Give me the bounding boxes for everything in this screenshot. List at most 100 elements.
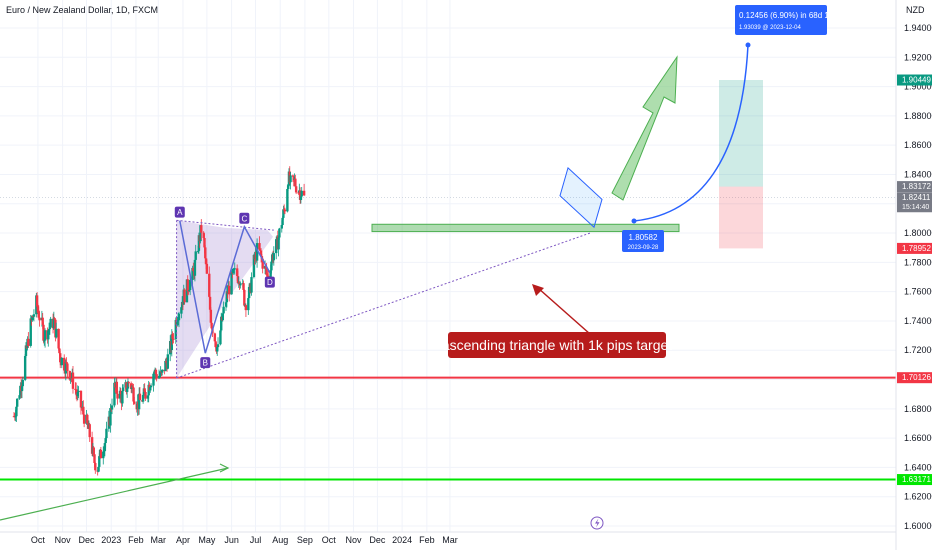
candle-body — [57, 328, 60, 349]
candle-body — [275, 239, 278, 254]
candle-body — [187, 291, 190, 293]
candle-body — [42, 324, 45, 341]
candle-body — [97, 466, 100, 472]
candle-body — [286, 188, 289, 212]
candle-body — [153, 373, 156, 375]
candle-body — [155, 374, 158, 379]
candle-body — [199, 225, 202, 242]
candle-body — [289, 175, 292, 183]
pattern-point-label: B — [203, 359, 208, 368]
candle-body — [90, 437, 94, 454]
candle-body — [219, 330, 222, 345]
candle-body — [205, 263, 209, 274]
candle-body — [210, 322, 213, 329]
candle-body — [188, 279, 192, 291]
candle-body — [208, 296, 212, 310]
candle-body — [138, 393, 142, 401]
candle-body — [259, 249, 262, 251]
time-axis[interactable]: Oct Nov Dec 2023 Feb Mar Apr May Jun Jul Aug Sep Oct… — [31, 535, 458, 545]
candle-body — [15, 406, 18, 417]
candle-body — [88, 424, 91, 438]
candle-body — [278, 228, 281, 238]
candle-body — [27, 338, 30, 346]
candle-body — [64, 361, 68, 374]
stop-zone — [719, 186, 763, 249]
candle-body — [98, 456, 101, 467]
candle-body — [58, 348, 61, 354]
price-tag-label: 1.90449 — [902, 76, 931, 85]
y-tick-label: 1.88000 — [904, 111, 932, 121]
x-tick-label: May — [198, 535, 216, 545]
candle-body — [180, 302, 184, 308]
candle-body — [74, 389, 78, 393]
candle-body — [103, 443, 107, 451]
candle-body — [141, 394, 145, 402]
candle-body — [269, 270, 272, 278]
candle-body — [172, 338, 175, 340]
candle-body — [174, 319, 177, 340]
candle-body — [125, 388, 129, 392]
candle-body — [118, 390, 122, 399]
x-tick-label: Jul — [250, 535, 262, 545]
candle-body — [194, 251, 197, 260]
candle-body — [261, 258, 264, 269]
y-tick-label: 1.72000 — [904, 345, 932, 355]
x-tick-label: Mar — [151, 535, 167, 545]
price-tag — [897, 474, 932, 486]
lightning-icon[interactable] — [590, 516, 604, 530]
price-tag — [897, 181, 932, 193]
profit-zone — [719, 80, 763, 187]
grid-lines — [0, 0, 896, 532]
x-tick-label: Oct — [31, 535, 46, 545]
candle-body — [208, 273, 211, 297]
candle-body — [109, 408, 112, 426]
x-tick-label: Apr — [176, 535, 190, 545]
projection-box-price: 1.80582 — [629, 233, 658, 242]
candle-body — [227, 285, 231, 295]
candle-body — [82, 406, 85, 415]
candle-body — [264, 266, 268, 269]
horizontal-levels — [0, 197, 896, 481]
x-tick-label: Oct — [322, 535, 337, 545]
candle-body — [55, 328, 58, 338]
candle-body — [15, 398, 19, 407]
candle-body — [255, 243, 259, 261]
x-tick-label: Aug — [272, 535, 288, 545]
candle-body — [180, 307, 183, 314]
candle-body — [146, 395, 150, 399]
candle-body — [224, 302, 228, 307]
projection-box-date: 2023-09-28 — [628, 245, 659, 251]
candle-body — [239, 283, 242, 286]
candle-body — [41, 317, 44, 325]
candle-body — [283, 209, 287, 212]
candle-body — [59, 353, 62, 363]
candle-body — [213, 333, 217, 342]
trendline-support — [0, 467, 229, 521]
candle-body — [272, 253, 276, 261]
pattern-point-badge — [239, 212, 250, 224]
candle-body — [196, 250, 200, 252]
y-tick-label: 1.92000 — [904, 52, 932, 62]
candle-body — [233, 268, 236, 270]
projection-curve — [633, 44, 749, 222]
candle-body — [165, 360, 168, 363]
projection-start-dot — [631, 218, 637, 224]
pattern-point-label: A — [177, 208, 183, 217]
abcd-pattern-line — [179, 220, 271, 354]
candle-body — [220, 316, 223, 331]
price-tag-label: 1.83172 — [902, 182, 931, 191]
candle-body — [186, 279, 189, 292]
candle-body — [125, 382, 128, 392]
candle-body — [166, 354, 170, 369]
candle-body — [36, 306, 40, 311]
x-tick-label: 2024 — [392, 535, 412, 545]
x-tick-label: Sep — [297, 535, 313, 545]
candle-body — [37, 310, 40, 318]
candle-body — [159, 371, 162, 376]
candle-body — [130, 386, 134, 390]
candle-body — [82, 414, 86, 424]
candle-body — [235, 268, 239, 277]
candle-body — [127, 382, 130, 384]
